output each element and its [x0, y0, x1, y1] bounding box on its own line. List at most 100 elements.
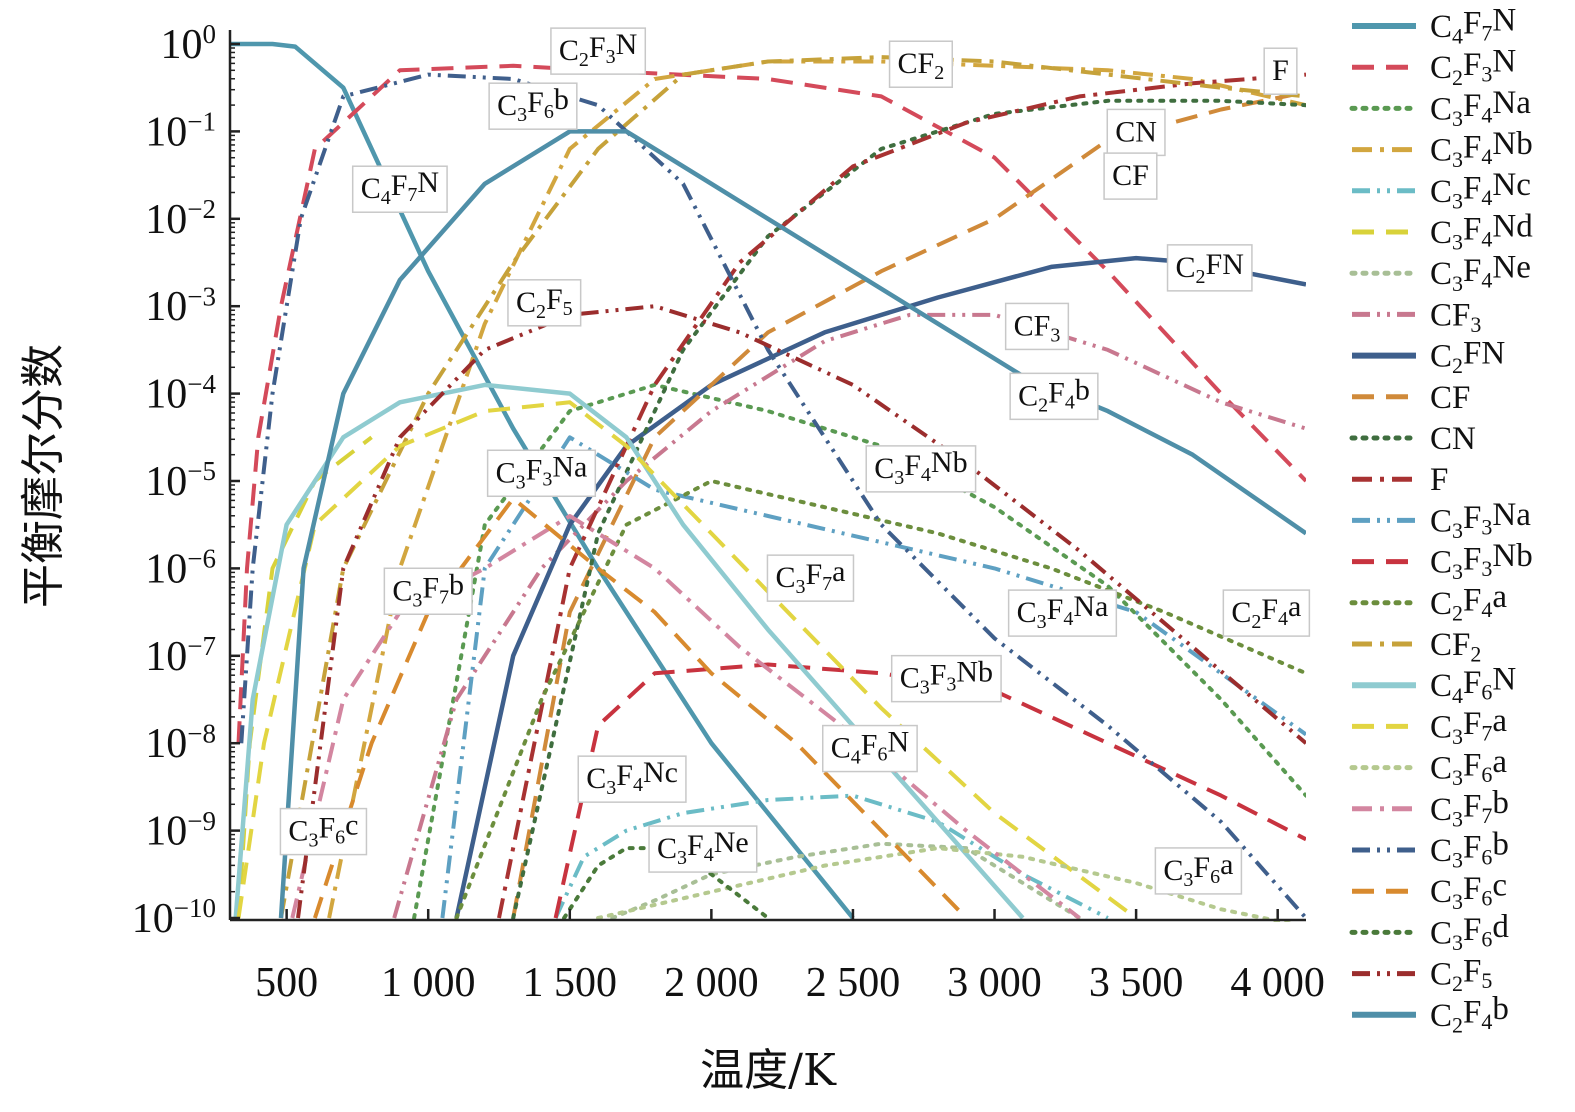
legend-item-12: C3F3Na: [1352, 497, 1531, 543]
annotation-4: F: [1263, 47, 1298, 95]
series-line-12: [440, 435, 1306, 919]
annotation-13: C3F7b: [383, 567, 473, 615]
legend-label-0: C4F7N: [1430, 2, 1516, 48]
legend-item-4: C3F4Nc: [1352, 167, 1531, 213]
y-tick-label-9: 10−9: [145, 806, 216, 855]
legend-label-15: CF2: [1430, 627, 1481, 667]
annotation-0: C2F3N: [550, 27, 647, 75]
x-axis-title: 温度/K: [700, 1045, 837, 1096]
annotation-label-0: C2F3N: [559, 28, 637, 71]
series-line-0: [230, 41, 855, 920]
legend-item-21: C3F6c: [1352, 868, 1507, 914]
annotations: C2F3N C3F6b C4F7N CF2 F CN CF C2FN C2F5 CF3 C2F4b C…: [279, 27, 1311, 895]
legend-label-1: C2F3N: [1430, 44, 1516, 90]
annotation-19: C3F4Nc: [577, 755, 687, 803]
y-tick-label-0: 100: [161, 19, 217, 68]
legend-label-13: C3F3Nb: [1430, 538, 1533, 584]
x-tick-label-7: 4 000: [1230, 960, 1325, 1006]
series-line-21: [312, 496, 968, 920]
legend-item-5: C3F4Nd: [1352, 208, 1533, 255]
legend-item-2: C3F4Na: [1349, 85, 1531, 131]
annotation-label-18: C4F6N: [831, 726, 909, 769]
legend-item-1: C2F3N: [1352, 44, 1516, 90]
series-line-2: [412, 382, 1306, 920]
annotation-label-9: CF3: [1014, 309, 1061, 346]
annotation-label-14: C3F7a: [775, 555, 845, 598]
annotation-label-11: C3F3Na: [496, 450, 588, 493]
annotation-18: C4F6N: [821, 724, 918, 773]
y-tick-label-3: 10−3: [145, 281, 216, 330]
legend-label-3: C3F4Nb: [1430, 126, 1533, 172]
legend-item-11: F: [1352, 462, 1448, 498]
x-tick-label-2: 1 500: [523, 960, 618, 1006]
legend-label-2: C3F4Na: [1430, 85, 1531, 131]
series-line-20: [239, 72, 1306, 920]
legend-item-10: CN: [1349, 421, 1476, 457]
annotation-8: C2F5: [507, 279, 582, 327]
legend-label-16: C4F6N: [1430, 662, 1516, 708]
legend-item-20: C3F6b: [1352, 826, 1509, 873]
legend-item-13: C3F3Nb: [1352, 538, 1533, 584]
legend-label-4: C3F4Nc: [1430, 167, 1531, 213]
y-tick-label-10: 10−10: [132, 893, 216, 942]
annotation-10: C2F4b: [1009, 372, 1099, 421]
y-tick-label-6: 10−6: [145, 544, 216, 593]
annotation-label-6: CF: [1112, 159, 1149, 192]
annotation-label-17: C3F3Nb: [900, 656, 993, 699]
legend-item-19: C3F7b: [1352, 785, 1509, 831]
annotation-label-16: C2F4a: [1231, 590, 1301, 633]
legend-label-22: C3F6d: [1430, 909, 1509, 955]
legend-label-8: C2FN: [1430, 335, 1505, 378]
annotation-9: CF3: [1004, 302, 1070, 351]
legend-label-10: CN: [1430, 421, 1476, 457]
legend-item-6: C3F4Ne: [1349, 250, 1531, 296]
annotation-5: CN: [1106, 108, 1166, 157]
y-tick-label-1: 10−1: [145, 107, 216, 156]
legend-label-11: F: [1430, 462, 1448, 498]
y-tick-label-2: 10−2: [145, 194, 216, 243]
y-tick-label-8: 10−8: [145, 718, 216, 767]
legend-item-23: C2F5: [1352, 953, 1492, 996]
legend-label-20: C3F6b: [1430, 826, 1509, 872]
legend-item-8: C2FN: [1352, 335, 1505, 378]
series-line-22: [562, 846, 770, 920]
annotation-2: C4F7N: [351, 165, 448, 213]
series-line-14: [454, 479, 1306, 920]
annotation-label-12: C3F4Nb: [874, 446, 967, 489]
annotation-label-1: C3F6b: [497, 83, 569, 126]
legend-item-7: CF3: [1352, 297, 1481, 337]
annotation-6: CF: [1103, 152, 1158, 200]
legend-label-23: C2F5: [1430, 953, 1492, 996]
annotation-22: C3F6a: [1154, 847, 1243, 895]
annotation-17: C3F3Nb: [890, 654, 1002, 703]
annotation-3: CF2: [888, 40, 954, 88]
y-axis-title: 平衡摩尔分数: [18, 344, 69, 608]
legend-label-21: C3F6c: [1430, 868, 1507, 914]
annotation-14: C3F7a: [766, 554, 855, 602]
legend-item-15: CF2: [1352, 627, 1481, 667]
series-line-9: [511, 90, 1306, 919]
x-tick-label-4: 2 500: [806, 960, 901, 1006]
y-tick-label-7: 10−7: [145, 631, 216, 680]
annotation-label-3: CF2: [898, 47, 945, 84]
series-line-11: [497, 72, 1306, 919]
annotation-label-20: C3F6c: [288, 809, 358, 852]
annotation-label-15: C3F4Na: [1017, 590, 1109, 633]
legend-label-17: C3F7a: [1430, 703, 1507, 749]
legend-item-22: C3F6d: [1349, 909, 1509, 955]
x-tick-label-1: 1 000: [381, 960, 476, 1006]
legend-item-16: C4F6N: [1352, 662, 1516, 708]
legend-label-19: C3F7b: [1430, 785, 1509, 831]
annotation-1: C3F6b: [488, 82, 578, 130]
annotation-label-2: C4F7N: [361, 166, 439, 209]
series-line-4: [553, 793, 1109, 920]
annotation-16: C2F4a: [1222, 589, 1311, 637]
legend-label-5: C3F4Nd: [1430, 208, 1533, 254]
annotation-label-10: C2F4b: [1018, 373, 1090, 416]
legend-label-14: C2F4a: [1430, 579, 1507, 625]
x-tick-label-6: 3 500: [1089, 960, 1184, 1006]
annotation-21: C3F4Ne: [648, 825, 758, 873]
legend-item-0: C4F7N: [1352, 2, 1516, 49]
annotation-label-8: C2F5: [516, 283, 573, 323]
